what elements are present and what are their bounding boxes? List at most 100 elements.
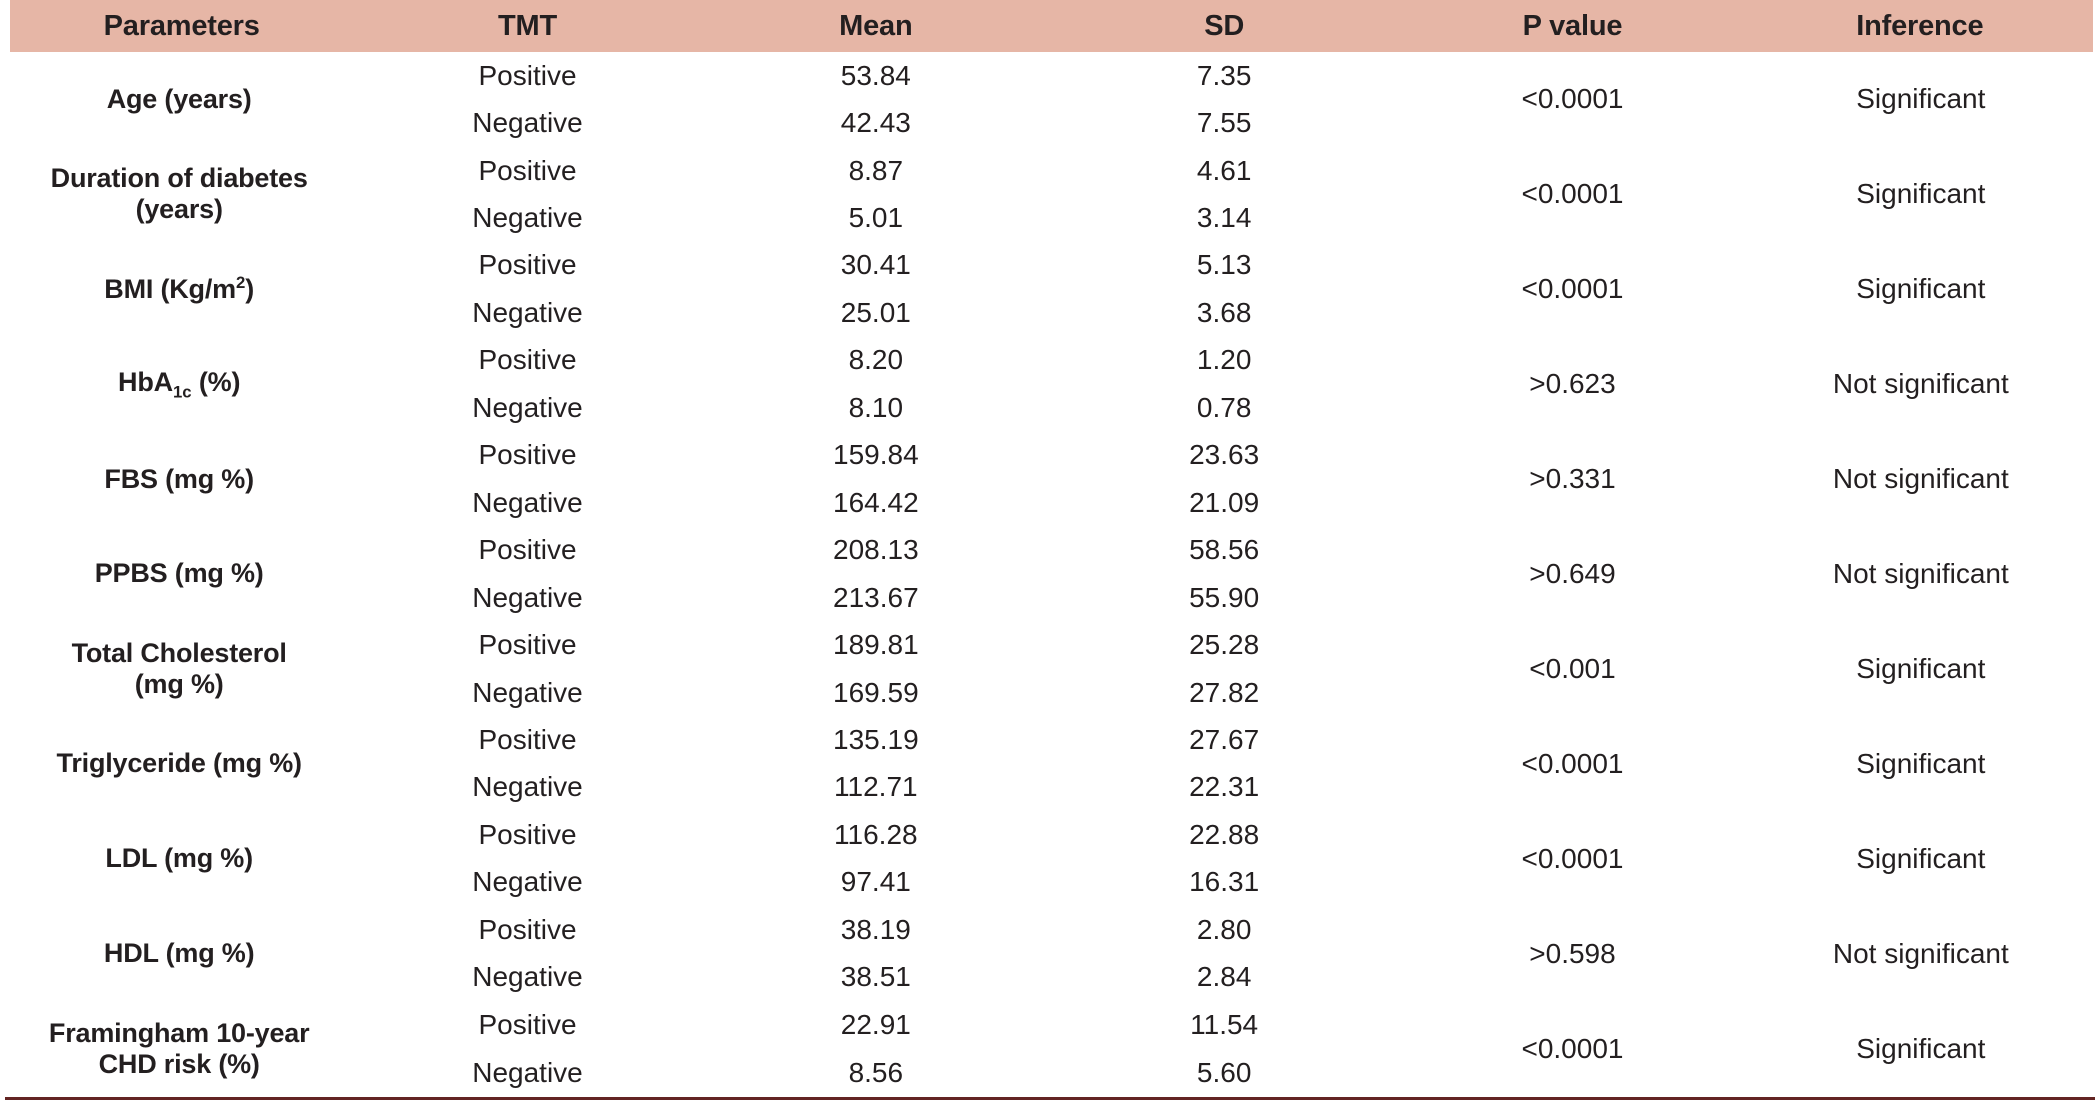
mean-cell: 22.91 <box>840 1008 911 1040</box>
inference-cell: Significant <box>1856 842 1986 874</box>
mean-cell: 8.56 <box>848 1056 904 1088</box>
tmt-cell: Negative <box>472 107 583 139</box>
tmt-cell: Positive <box>478 723 577 755</box>
inference-cell: Significant <box>1856 1032 1986 1064</box>
p-value-cell: <0.0001 <box>1521 83 1624 115</box>
inference-cell: Not significant <box>1832 937 2009 969</box>
table-row: Negative 8.56 5.60 <box>5 1049 2095 1099</box>
inference-cell: Significant <box>1856 273 1986 305</box>
sd-cell: 25.28 <box>1189 629 1260 661</box>
tmt-cell: Negative <box>472 676 583 708</box>
table-row: Negative 5.01 3.14 <box>5 194 2095 241</box>
p-value-cell: <0.001 <box>1529 652 1616 684</box>
column-header-tmt: TMT <box>353 0 702 52</box>
table-row: Negative 164.42 21.09 <box>5 479 2095 526</box>
parameter-cell: Duration of diabetes (years) <box>50 163 308 225</box>
sd-cell: 27.67 <box>1189 723 1260 755</box>
sd-cell: 22.88 <box>1189 818 1260 850</box>
parameter-cell: BMI (Kg/m2) <box>104 273 255 305</box>
parameter-cell: Framingham 10-year CHD risk (%) <box>48 1017 310 1080</box>
table-row: HbA1c (%) Positive 8.20 1.20 >0.623 Not … <box>5 337 2095 401</box>
mean-cell: 208.13 <box>833 534 919 566</box>
mean-cell: 112.71 <box>834 771 918 803</box>
sd-cell: 3.68 <box>1196 296 1252 328</box>
tmt-cell: Positive <box>478 1008 577 1040</box>
sd-cell: 1.20 <box>1196 344 1252 376</box>
column-header-sd: SD <box>1049 0 1399 52</box>
sd-cell: 7.35 <box>1196 59 1252 91</box>
mean-cell: 8.87 <box>848 154 904 186</box>
mean-cell: 116.28 <box>834 818 918 850</box>
sd-cell: 16.31 <box>1189 866 1260 898</box>
table-row: Negative 25.01 3.68 <box>5 289 2095 336</box>
tmt-cell: Positive <box>478 913 577 945</box>
p-value-cell: <0.0001 <box>1521 747 1624 779</box>
table-row: Negative 169.59 27.82 <box>5 669 2095 716</box>
sd-cell: 4.61 <box>1196 154 1252 186</box>
p-value-cell: <0.0001 <box>1521 842 1624 874</box>
column-header-parameters: Parameters <box>0 0 354 52</box>
tmt-cell: Negative <box>472 581 583 613</box>
sd-cell: 2.84 <box>1196 961 1252 993</box>
parameter-cell: Triglyceride (mg %) <box>56 748 302 779</box>
mean-cell: 5.01 <box>848 201 904 233</box>
table-row: Negative 112.71 22.31 <box>5 764 2095 811</box>
tmt-cell: Negative <box>472 961 583 993</box>
parameter-cell: Total Cholesterol (mg %) <box>71 637 287 699</box>
table-row: Total Cholesterol (mg %) Positive 189.81 … <box>5 621 2095 699</box>
inference-cell: Not significant <box>1832 557 2009 589</box>
sd-cell: 58.56 <box>1189 534 1260 566</box>
tmt-cell: Positive <box>478 59 577 91</box>
parameter-cell: HbA1c (%) <box>118 366 241 402</box>
mean-cell: 135.19 <box>833 723 919 755</box>
sd-cell: 5.60 <box>1196 1056 1252 1088</box>
tmt-cell: Positive <box>478 344 577 376</box>
inference-cell: Not significant <box>1832 462 2009 494</box>
p-value-cell: >0.331 <box>1529 462 1616 494</box>
table-row: PPBS (mg %) Positive 208.13 58.56 >0.649… <box>5 527 2095 589</box>
table-row: Negative 8.10 0.78 <box>5 384 2095 431</box>
sd-cell: 7.55 <box>1196 107 1252 139</box>
table-row: Negative 213.67 55.90 <box>5 574 2095 621</box>
p-value-cell: >0.649 <box>1529 557 1616 589</box>
sd-cell: 27.82 <box>1189 676 1260 708</box>
tmt-cell: Negative <box>472 391 583 423</box>
tmt-cell: Positive <box>478 439 577 471</box>
tmt-cell: Negative <box>472 201 583 233</box>
table-row: Framingham 10-year CHD risk (%) Positive … <box>5 1001 2095 1079</box>
sd-cell: 55.90 <box>1189 581 1260 613</box>
mean-cell: 53.84 <box>840 59 911 91</box>
sd-cell: 21.09 <box>1189 486 1260 518</box>
p-value-cell: >0.623 <box>1529 368 1616 400</box>
parameter-cell: LDL (mg %) <box>105 843 253 874</box>
column-header-mean: Mean <box>701 0 1050 52</box>
sd-cell: 11.54 <box>1190 1008 1259 1040</box>
table-row: Duration of diabetes (years) Positive 8.8… <box>5 147 2095 225</box>
mean-cell: 169.59 <box>833 676 919 708</box>
p-value-cell: >0.598 <box>1529 937 1616 969</box>
table-row: Triglyceride (mg %) Positive 135.19 27.6… <box>5 716 2095 779</box>
mean-cell: 38.19 <box>840 913 911 945</box>
sd-cell: 22.31 <box>1189 771 1260 803</box>
tmt-cell: Positive <box>478 534 577 566</box>
tmt-cell: Negative <box>472 1056 583 1088</box>
mean-cell: 189.81 <box>833 629 919 661</box>
table-row: LDL (mg %) Positive 116.28 22.88 <0.0001… <box>5 811 2095 874</box>
mean-cell: 25.01 <box>840 296 911 328</box>
p-value-cell: <0.0001 <box>1521 273 1624 305</box>
table-header-row: Parameters TMT Mean SD P value Inference <box>0 0 2097 52</box>
table-row: Negative 38.51 2.84 <box>5 954 2095 1001</box>
inference-cell: Significant <box>1856 178 1986 210</box>
tmt-cell: Negative <box>472 866 583 898</box>
column-header-p-value: P value <box>1398 0 1747 52</box>
inference-cell: Not significant <box>1832 368 2009 400</box>
tmt-cell: Positive <box>478 629 577 661</box>
tmt-cell: Positive <box>478 818 577 850</box>
tmt-cell: Negative <box>472 296 583 328</box>
parameter-cell: FBS (mg %) <box>104 463 254 494</box>
parameter-cell: PPBS (mg %) <box>94 558 264 589</box>
mean-cell: 164.42 <box>833 486 919 518</box>
inference-cell: Significant <box>1856 747 1986 779</box>
parameter-cell: Age (years) <box>106 83 252 114</box>
